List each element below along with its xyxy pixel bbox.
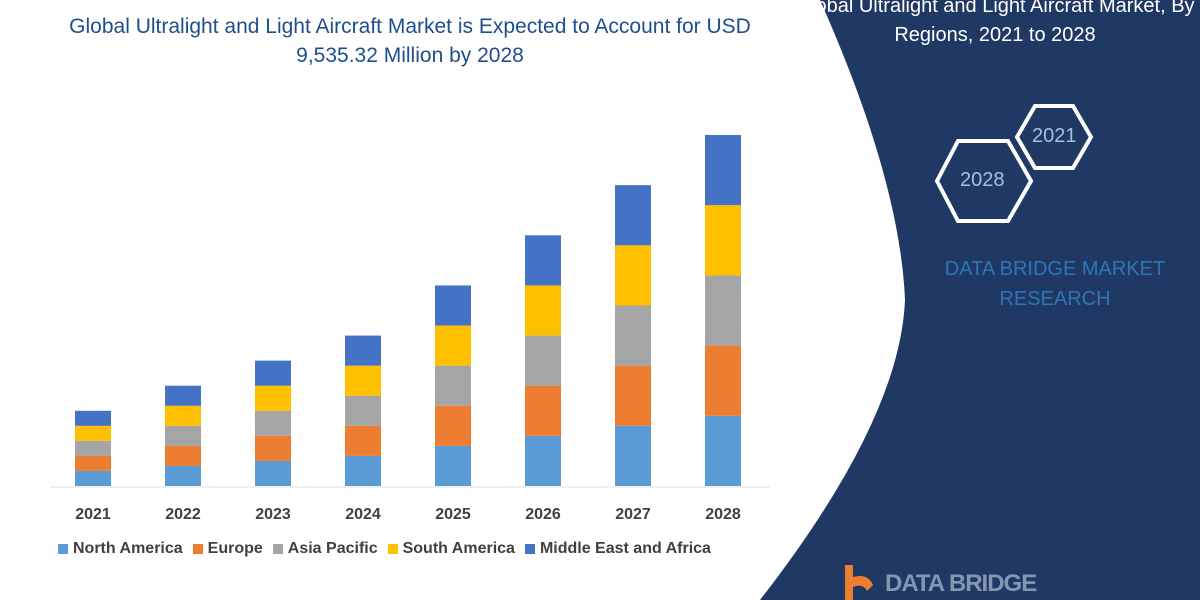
- bar-segment-2028-south-america: [705, 205, 741, 276]
- bar-segment-2023-south-america: [255, 385, 291, 411]
- x-tick-label: 2027: [615, 506, 651, 523]
- bar-segment-2028-europe: [705, 345, 741, 416]
- x-tick-label: 2023: [255, 506, 291, 523]
- x-tick-label: 2025: [435, 506, 471, 523]
- hexagon-2028: [934, 139, 1034, 223]
- bar-segment-2027-north-america: [615, 425, 651, 486]
- bar-segment-2024-middle-east-and-africa: [345, 335, 381, 366]
- bar-segment-2027-south-america: [615, 245, 651, 306]
- bar-segment-2026-middle-east-and-africa: [525, 235, 561, 286]
- bar-segment-2022-asia-pacific: [165, 425, 201, 446]
- bar-segment-2027-middle-east-and-africa: [615, 185, 651, 246]
- legend-item: North America: [58, 540, 183, 558]
- x-tick-label: 2022: [165, 506, 201, 523]
- bar-segment-2023-north-america: [255, 460, 291, 486]
- bar-segment-2028-middle-east-and-africa: [705, 135, 741, 206]
- legend-label: South America: [402, 540, 515, 557]
- chart-title: Global Ultralight and Light Aircraft Mar…: [69, 15, 751, 67]
- bar-segment-2025-south-america: [435, 325, 471, 366]
- hex-label-2028: 2028: [960, 169, 1005, 191]
- bar-segment-2023-asia-pacific: [255, 410, 291, 436]
- bar-segment-2023-middle-east-and-africa: [255, 360, 291, 386]
- bar-segment-2024-south-america: [345, 365, 381, 396]
- bar-segment-2021-asia-pacific: [75, 440, 111, 456]
- hexagon-2021: [1014, 104, 1094, 170]
- side-panel-bg: [760, 0, 1200, 600]
- bar-segment-2027-asia-pacific: [615, 305, 651, 366]
- legend: North America Europe Asia Pacific South Ame…: [58, 540, 711, 558]
- legend-item: South America: [387, 540, 515, 558]
- bar-segment-2024-europe: [345, 425, 381, 456]
- bar-segment-2028-north-america: [705, 415, 741, 486]
- bar-segment-2022-north-america: [165, 465, 201, 486]
- legend-item: Middle East and Africa: [524, 540, 711, 558]
- bar-segment-2022-europe: [165, 445, 201, 466]
- bar-segment-2028-asia-pacific: [705, 275, 741, 346]
- legend-swatch: [272, 544, 283, 554]
- bar-segment-2025-middle-east-and-africa: [435, 285, 471, 326]
- legend-swatch: [192, 544, 203, 554]
- hex-label-2021: 2021: [1032, 125, 1077, 147]
- bar-segment-2021-south-america: [75, 425, 111, 441]
- legend-item: Europe: [192, 540, 263, 558]
- bar-segment-2025-europe: [435, 405, 471, 446]
- bar-segment-2026-north-america: [525, 435, 561, 486]
- legend-item: Asia Pacific: [272, 540, 378, 558]
- legend-label: Middle East and Africa: [539, 540, 711, 557]
- legend-label: Asia Pacific: [287, 540, 378, 557]
- x-tick-label: 2024: [345, 506, 381, 523]
- legend-label: Europe: [207, 540, 263, 557]
- bar-segment-2021-north-america: [75, 470, 111, 486]
- bar-segment-2021-europe: [75, 455, 111, 471]
- legend-swatch: [524, 544, 535, 554]
- x-tick-label: 2026: [525, 506, 561, 523]
- bar-segment-2027-europe: [615, 365, 651, 426]
- bar-segment-2024-north-america: [345, 455, 381, 486]
- bar-segment-2025-north-america: [435, 445, 471, 486]
- x-tick-label: 2021: [75, 506, 111, 523]
- side-panel-title: Global Ultralight and Light Aircraft Mar…: [795, 0, 1195, 46]
- logo-mark-icon: [845, 565, 873, 600]
- legend-label: North America: [73, 540, 183, 557]
- bar-segment-2023-europe: [255, 435, 291, 461]
- logo-text: DATA BRIDGE: [885, 570, 1037, 597]
- bar-segment-2024-asia-pacific: [345, 395, 381, 426]
- bar-segment-2026-europe: [525, 385, 561, 436]
- x-tick-label: 2028: [705, 506, 741, 523]
- legend-swatch: [387, 544, 398, 554]
- legend-swatch: [58, 544, 68, 554]
- bar-segment-2026-south-america: [525, 285, 561, 336]
- bar-segment-2025-asia-pacific: [435, 365, 471, 406]
- bar-segment-2022-middle-east-and-africa: [165, 385, 201, 406]
- bar-segment-2021-middle-east-and-africa: [75, 410, 111, 426]
- brand-text: DATA BRIDGE MARKET RESEARCH: [944, 258, 1166, 310]
- bar-segment-2022-south-america: [165, 405, 201, 426]
- bar-segment-2026-asia-pacific: [525, 335, 561, 386]
